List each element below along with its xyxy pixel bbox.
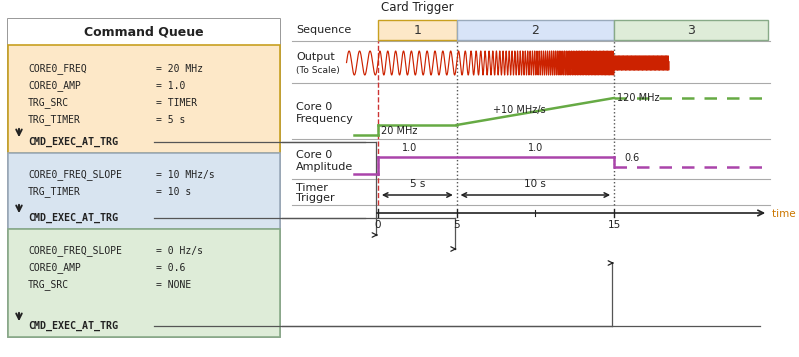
Text: = 0 Hz/s: = 0 Hz/s <box>156 246 203 256</box>
Text: Sequence: Sequence <box>296 25 352 35</box>
Text: Card Trigger: Card Trigger <box>381 0 454 14</box>
Text: = 0.6: = 0.6 <box>156 263 185 273</box>
Text: TRG_SRC: TRG_SRC <box>28 97 70 109</box>
Text: Command Queue: Command Queue <box>84 25 204 39</box>
Text: 15: 15 <box>607 220 621 230</box>
Text: (To Scale): (To Scale) <box>296 65 340 75</box>
Text: Core 0: Core 0 <box>296 101 332 111</box>
Text: 1.0: 1.0 <box>527 143 543 153</box>
Text: 20 MHz: 20 MHz <box>381 126 417 136</box>
Text: +10 MHz/s: +10 MHz/s <box>493 105 546 115</box>
Text: CORE0_AMP: CORE0_AMP <box>28 81 81 91</box>
Text: 3: 3 <box>687 24 695 36</box>
Bar <box>8 45 280 153</box>
Text: CORE0_FREQ: CORE0_FREQ <box>28 64 87 75</box>
Text: 0.6: 0.6 <box>624 153 639 163</box>
Bar <box>378 20 457 40</box>
Text: CMD_EXEC_AT_TRG: CMD_EXEC_AT_TRG <box>28 213 118 223</box>
Text: Output: Output <box>296 52 335 62</box>
Text: CORE0_FREQ_SLOPE: CORE0_FREQ_SLOPE <box>28 170 122 180</box>
Text: CORE0_FREQ_SLOPE: CORE0_FREQ_SLOPE <box>28 246 122 256</box>
Text: CMD_EXEC_AT_TRG: CMD_EXEC_AT_TRG <box>28 321 118 331</box>
Text: CMD_EXEC_AT_TRG: CMD_EXEC_AT_TRG <box>28 137 118 147</box>
Text: 0: 0 <box>375 220 381 230</box>
Text: Amplitude: Amplitude <box>296 161 353 171</box>
Bar <box>8 229 280 337</box>
Bar <box>8 19 280 45</box>
Text: 5 s: 5 s <box>410 179 425 189</box>
Text: = TIMER: = TIMER <box>156 98 197 108</box>
Text: CORE0_AMP: CORE0_AMP <box>28 262 81 273</box>
Text: 5: 5 <box>453 220 460 230</box>
Text: Core 0: Core 0 <box>296 150 332 160</box>
Text: = 10 s: = 10 s <box>156 187 191 197</box>
Text: TRG_SRC: TRG_SRC <box>28 280 70 291</box>
Text: time (s): time (s) <box>772 209 799 219</box>
Bar <box>8 153 280 229</box>
Text: Timer: Timer <box>296 183 328 193</box>
Text: 10 s: 10 s <box>524 179 547 189</box>
Text: 2: 2 <box>531 24 539 36</box>
Text: = NONE: = NONE <box>156 280 191 290</box>
Text: = 5 s: = 5 s <box>156 115 185 125</box>
Text: TRG_TIMER: TRG_TIMER <box>28 115 81 125</box>
Text: = 20 MHz: = 20 MHz <box>156 64 203 74</box>
Bar <box>457 20 614 40</box>
Text: Trigger: Trigger <box>296 193 335 203</box>
Bar <box>8 19 280 337</box>
Text: 1.0: 1.0 <box>402 143 417 153</box>
Text: = 10 MHz/s: = 10 MHz/s <box>156 170 215 180</box>
Text: = 1.0: = 1.0 <box>156 81 185 91</box>
Bar <box>614 20 768 40</box>
Text: Frequency: Frequency <box>296 114 354 124</box>
Text: 120 MHz: 120 MHz <box>617 93 659 103</box>
Text: 1: 1 <box>413 24 421 36</box>
Text: TRG_TIMER: TRG_TIMER <box>28 187 81 197</box>
